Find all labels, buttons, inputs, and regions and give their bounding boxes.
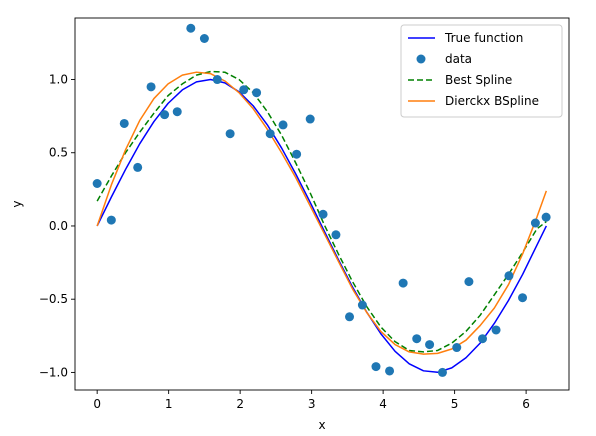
series-layer xyxy=(96,70,548,374)
data-point xyxy=(305,114,315,124)
legend-dierckx-bspline-label: Dierckx BSpline xyxy=(445,94,539,108)
data-point xyxy=(530,218,540,228)
data-point xyxy=(437,367,447,377)
data-point xyxy=(478,334,487,344)
data-point xyxy=(133,162,143,172)
x-tick-label: 0 xyxy=(93,397,101,411)
x-tick-label: 3 xyxy=(308,397,316,411)
series-line-dierckx-bspline xyxy=(96,71,548,355)
data-point xyxy=(265,129,275,139)
data-point xyxy=(160,110,170,120)
legend-best-spline-label: Best Spline xyxy=(445,73,512,87)
data-point xyxy=(212,75,222,85)
data-point xyxy=(186,23,196,33)
data-point xyxy=(491,325,501,335)
data-point xyxy=(371,362,381,372)
data-point xyxy=(278,120,288,130)
legend: True function data Best Spline Dierckx B… xyxy=(400,24,563,118)
data-point xyxy=(292,149,302,159)
data-point xyxy=(504,271,514,281)
data-point xyxy=(398,278,408,288)
y-axis-ticks: −1.0 −0.5 0.0 0.5 1.0 xyxy=(39,73,75,379)
data-point xyxy=(541,212,551,222)
y-tick-label: 1.0 xyxy=(49,73,68,87)
series-line-true-function xyxy=(96,78,548,374)
y-tick-label: 0.0 xyxy=(49,219,68,233)
data-point xyxy=(225,129,235,139)
data-point xyxy=(119,118,129,128)
y-tick-label: 0.5 xyxy=(49,146,68,160)
data-point xyxy=(172,107,182,117)
data-point xyxy=(452,343,462,353)
data-point xyxy=(518,293,528,303)
data-point xyxy=(357,300,367,310)
x-tick-label: 2 xyxy=(236,397,244,411)
series-line-best-spline xyxy=(96,70,547,353)
scatter-layer xyxy=(92,23,551,377)
data-point xyxy=(199,34,209,43)
legend-true-function-label: True function xyxy=(444,31,523,45)
plot-frame xyxy=(74,17,570,391)
y-tick-label: −0.5 xyxy=(39,292,68,306)
x-tick-label: 5 xyxy=(451,397,459,411)
data-point xyxy=(252,88,262,98)
data-point xyxy=(92,179,102,188)
x-tick-label: 1 xyxy=(165,397,173,411)
data-point xyxy=(106,215,116,225)
legend-box xyxy=(400,24,563,118)
y-tick-label: −1.0 xyxy=(39,365,68,379)
data-point xyxy=(318,209,328,219)
data-point xyxy=(146,82,156,92)
data-point xyxy=(464,277,474,287)
data-point xyxy=(331,230,341,240)
legend-data-swatch xyxy=(416,54,426,64)
x-axis-label: x xyxy=(318,418,325,432)
data-point xyxy=(425,340,435,350)
y-axis-label: y xyxy=(10,200,24,207)
legend-data-label: data xyxy=(445,52,472,66)
x-axis-ticks: 0 1 2 3 4 5 6 xyxy=(93,390,530,411)
x-tick-label: 4 xyxy=(379,397,387,411)
data-point xyxy=(239,85,249,95)
data-point xyxy=(412,334,422,344)
x-tick-label: 6 xyxy=(522,397,530,411)
data-point xyxy=(385,366,395,376)
data-point xyxy=(345,312,355,322)
